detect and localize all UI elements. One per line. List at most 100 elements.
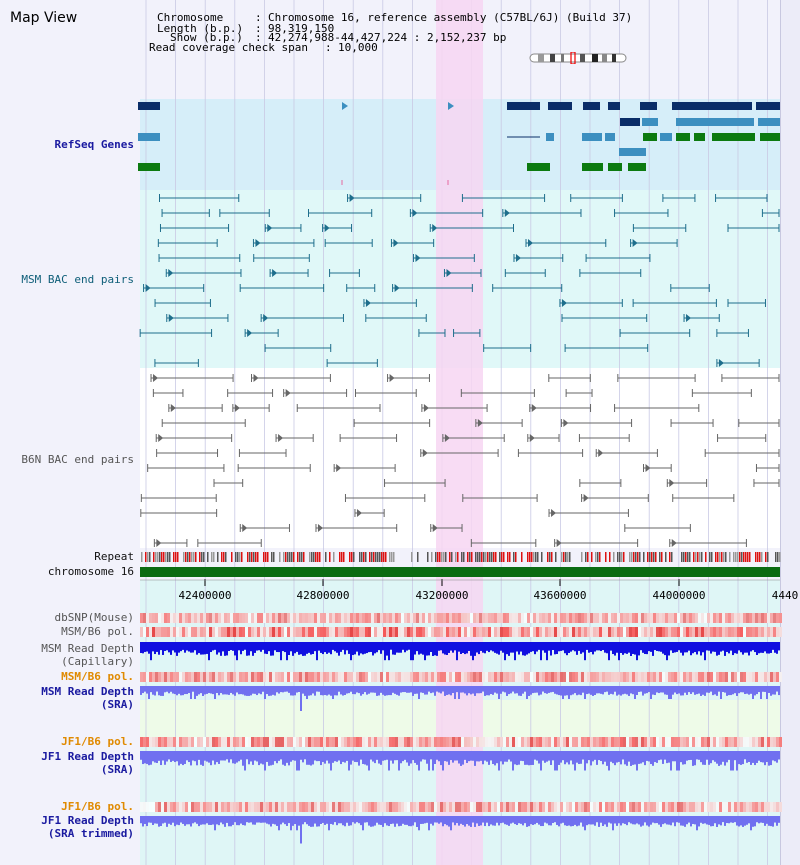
repeat-mark xyxy=(253,552,255,562)
depth-bar xyxy=(176,751,178,762)
bac-arrow xyxy=(671,539,677,547)
heat-cell xyxy=(359,613,362,623)
depth-bar xyxy=(526,642,528,655)
heat-cell xyxy=(293,672,296,682)
b6n-bac-label[interactable]: B6N BAC end pairs xyxy=(21,453,134,466)
depth-bar xyxy=(650,751,652,765)
depth-bar xyxy=(520,751,522,761)
heat-cell xyxy=(320,737,323,747)
repeat-mark xyxy=(445,552,447,562)
repeat-mark xyxy=(411,552,413,562)
heat-cell xyxy=(191,627,194,637)
heat-cell xyxy=(242,737,245,747)
depth-bar xyxy=(646,751,648,761)
msm-depth-capillary-label[interactable]: MSM Read Depth xyxy=(41,642,134,655)
depth-bar xyxy=(684,642,686,653)
depth-bar xyxy=(212,642,214,651)
depth-bar xyxy=(284,751,286,766)
heat-cell xyxy=(542,627,545,637)
depth-bar xyxy=(144,816,146,824)
depth-bar xyxy=(776,751,778,763)
heat-cell xyxy=(659,627,662,637)
heat-cell xyxy=(392,737,395,747)
jf1-depth-sra-label[interactable]: JF1 Read Depth xyxy=(41,750,134,763)
heat-cell xyxy=(161,672,164,682)
heat-cell xyxy=(326,737,329,747)
selection-highlight[interactable] xyxy=(436,0,483,865)
msm-b6-pol-sra-label[interactable]: MSM/B6 pol. xyxy=(61,670,134,683)
heat-cell xyxy=(458,613,461,623)
jf1-depth-trim-label[interactable]: JF1 Read Depth xyxy=(41,814,134,827)
depth-bar xyxy=(662,816,664,825)
msm-bac-label[interactable]: MSM BAC end pairs xyxy=(21,273,134,286)
heat-cell xyxy=(365,737,368,747)
depth-bar xyxy=(290,816,292,831)
heat-cell xyxy=(425,613,428,623)
heat-cell xyxy=(452,802,455,812)
heat-cell xyxy=(374,613,377,623)
heat-cell xyxy=(590,737,593,747)
repeat-mark xyxy=(343,552,345,562)
chromosome-ideogram[interactable] xyxy=(528,52,630,64)
heat-cell xyxy=(365,627,368,637)
heat-cell xyxy=(404,737,407,747)
heat-cell xyxy=(749,802,752,812)
bac-arrow xyxy=(583,494,589,502)
heat-cell xyxy=(197,802,200,812)
depth-bar xyxy=(452,686,454,694)
dbsnp-label[interactable]: dbSNP(Mouse) xyxy=(54,611,134,624)
depth-bar xyxy=(704,751,706,765)
repeat-mark xyxy=(163,552,165,562)
repeat-mark xyxy=(489,552,491,562)
depth-bar xyxy=(756,751,758,763)
msm-b6-pol-label[interactable]: MSM/B6 pol. xyxy=(61,625,134,638)
heat-cell xyxy=(524,613,527,623)
msm-depth-sra-label[interactable]: MSM Read Depth xyxy=(41,685,134,698)
depth-bar xyxy=(392,816,394,824)
depth-bar xyxy=(190,642,192,653)
depth-bar xyxy=(606,686,608,692)
heat-cell xyxy=(743,613,746,623)
heat-cell xyxy=(653,627,656,637)
depth-bar xyxy=(426,751,428,764)
heat-cell xyxy=(176,627,179,637)
heat-cell xyxy=(236,802,239,812)
depth-bar xyxy=(770,751,772,766)
heat-cell xyxy=(368,627,371,637)
depth-bar xyxy=(446,751,448,762)
depth-bar xyxy=(492,686,494,695)
heat-cell xyxy=(287,613,290,623)
depth-bar xyxy=(566,686,568,696)
depth-bar xyxy=(564,686,566,696)
depth-bar xyxy=(566,642,568,656)
repeat-mark xyxy=(605,552,607,562)
depth-bar xyxy=(162,751,164,761)
heat-cell xyxy=(167,802,170,812)
heat-cell xyxy=(596,737,599,747)
depth-bar xyxy=(464,686,466,694)
heat-cell xyxy=(431,627,434,637)
jf1-b6-pol-trim-label[interactable]: JF1/B6 pol. xyxy=(61,800,134,813)
depth-bar xyxy=(470,642,472,656)
depth-bar xyxy=(712,642,714,652)
depth-bar xyxy=(198,751,200,760)
refseq-genes-label[interactable]: RefSeq Genes xyxy=(54,138,134,151)
repeat-mark xyxy=(547,552,549,562)
depth-bar xyxy=(710,751,712,764)
jf1-b6-pol-label[interactable]: JF1/B6 pol. xyxy=(61,735,134,748)
heat-cell xyxy=(476,672,479,682)
heat-cell xyxy=(179,802,182,812)
heat-cell xyxy=(248,737,251,747)
repeat-mark xyxy=(389,552,391,562)
repeat-mark xyxy=(581,552,583,562)
heat-cell xyxy=(593,627,596,637)
heat-cell xyxy=(632,613,635,623)
heat-cell xyxy=(680,802,683,812)
heat-cell xyxy=(197,627,200,637)
depth-bar xyxy=(222,816,224,825)
heat-cell xyxy=(152,802,155,812)
heat-cell xyxy=(701,627,704,637)
repeat-mark xyxy=(643,552,645,562)
depth-bar xyxy=(270,642,272,656)
